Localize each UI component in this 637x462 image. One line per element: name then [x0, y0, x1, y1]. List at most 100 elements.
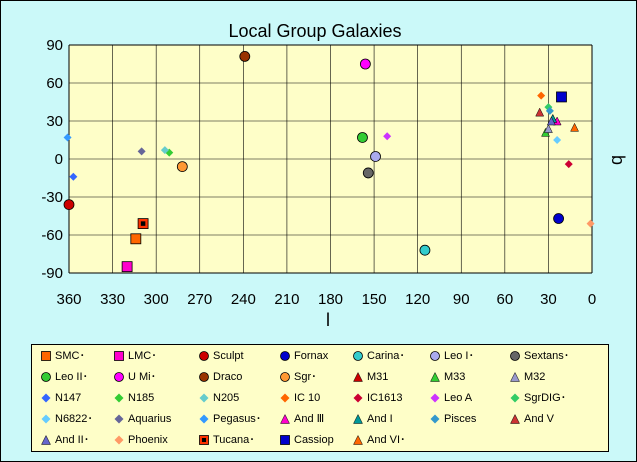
x-tick-label: 150	[362, 291, 387, 308]
legend-symbol	[199, 393, 209, 403]
data-points	[63, 51, 595, 273]
x-tick-label: 30	[540, 291, 557, 308]
data-point	[130, 233, 142, 245]
legend-marker	[280, 413, 290, 424]
legend-symbol	[114, 351, 124, 361]
data-point	[546, 116, 556, 126]
legend-symbol	[430, 393, 440, 403]
x-axis-label: l	[326, 310, 330, 330]
data-point	[383, 132, 392, 141]
legend-label: Carina･	[367, 350, 405, 362]
data-point	[570, 122, 579, 132]
legend-label: M31	[367, 371, 389, 383]
x-tick-label: 120	[405, 291, 430, 308]
legend-label: And V	[524, 413, 554, 425]
legend-label: Aquarius	[128, 413, 172, 425]
legend-label: SMC･	[55, 350, 85, 362]
y-tick-label: -30	[41, 189, 63, 206]
y-tick-label: 60	[46, 75, 63, 92]
legend-symbol	[510, 393, 520, 403]
legend-marker	[353, 434, 363, 445]
data-point	[63, 199, 75, 211]
legend-symbol	[114, 414, 124, 424]
legend-marker	[199, 414, 209, 424]
legend-symbol	[430, 371, 440, 382]
legend-marker	[280, 393, 290, 403]
y-axis-ticks: 90 60 30 0 -30 -60 -90	[41, 37, 63, 282]
data-point	[544, 124, 553, 133]
legend-label: Leo II･	[55, 371, 89, 383]
data-point	[239, 51, 251, 62]
data-point	[545, 106, 554, 115]
legend-symbol	[114, 372, 124, 382]
legend-symbol	[280, 435, 290, 445]
x-tick-label: 270	[187, 291, 212, 308]
legend-label: Pisces	[444, 413, 477, 425]
y-axis-label: b	[608, 155, 628, 165]
legend-label: N147	[55, 392, 82, 404]
legend-marker	[353, 413, 363, 424]
legend-marker	[114, 393, 124, 403]
x-tick-label: 360	[56, 291, 81, 308]
legend-marker	[41, 434, 51, 445]
x-tick-label: 90	[453, 291, 470, 308]
data-point	[137, 147, 146, 156]
legend-symbol	[430, 351, 440, 361]
legend-marker	[430, 393, 440, 403]
gridlines	[68, 44, 593, 274]
legend-marker	[353, 371, 363, 382]
legend-label: And II･	[55, 434, 90, 446]
data-point	[535, 107, 545, 117]
legend-marker	[280, 372, 290, 382]
legend-symbol	[199, 351, 209, 361]
legend-marker	[353, 393, 363, 403]
legend-symbol	[41, 372, 51, 382]
legend-marker	[510, 351, 520, 361]
data-point	[564, 160, 573, 169]
legend-symbol	[199, 435, 209, 445]
legend-label: U Mi･	[128, 371, 157, 383]
legend-marker	[510, 413, 520, 424]
legend-symbol	[353, 393, 363, 403]
legend-marker	[41, 351, 51, 361]
legend-label: N6822･	[55, 413, 93, 425]
legend-symbol	[280, 393, 290, 403]
legend-symbol	[41, 393, 51, 403]
legend-marker	[430, 371, 440, 382]
y-tick-label: 0	[55, 151, 63, 168]
legend-label: M32	[524, 371, 546, 383]
data-point	[69, 172, 78, 181]
legend-label: N185	[128, 392, 155, 404]
x-tick-label: 0	[588, 291, 596, 308]
legend-symbol	[353, 434, 363, 445]
y-tick-label: -60	[41, 227, 63, 244]
legend-label: And VI･	[367, 434, 406, 446]
legend-marker	[280, 351, 290, 361]
data-point	[63, 133, 72, 142]
data-point	[362, 167, 374, 179]
legend-label: Sgr･	[294, 371, 317, 383]
legend-label: IC1613	[367, 392, 403, 404]
x-tick-label: 180	[318, 291, 343, 308]
legend-label: Cassiop	[294, 434, 334, 446]
data-point	[553, 213, 564, 224]
legend-symbol	[353, 371, 363, 382]
legend-label: SgrDIG･	[524, 392, 567, 404]
legend-symbol	[41, 414, 51, 424]
legend-symbol	[353, 413, 363, 424]
legend-symbol	[41, 351, 51, 361]
marker-center	[201, 437, 207, 443]
x-axis-ticks: 360 330 300 270 240 210 180 150 120 90 60 30 0	[56, 291, 596, 308]
data-point	[357, 132, 368, 143]
legend-label: Tucana･	[213, 434, 255, 446]
x-tick-label: 330	[100, 291, 125, 308]
legend-symbol	[114, 435, 124, 445]
legend-label: Leo I･	[444, 350, 474, 362]
legend-marker	[41, 372, 51, 382]
legend-symbol	[510, 413, 520, 424]
legend-label: And Ⅲ	[294, 413, 325, 425]
legend-marker	[430, 351, 440, 361]
legend-symbol	[280, 372, 290, 382]
legend-symbol	[280, 351, 290, 361]
